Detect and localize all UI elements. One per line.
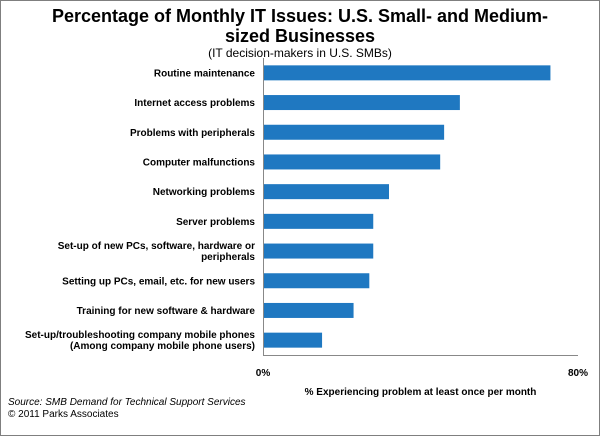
bar-8 (263, 302, 354, 318)
category-label-5: Server problems (176, 217, 255, 228)
bar-6 (263, 243, 374, 259)
chart-title: Percentage of Monthly IT Issues: U.S. Sm… (51, 6, 549, 46)
category-label-0: Routine maintenance (154, 68, 256, 79)
category-label-4: Networking problems (153, 187, 256, 198)
bar-9 (263, 332, 323, 348)
category-label-7: Setting up PCs, email, etc. for new user… (62, 276, 255, 287)
x-axis-ticks: 0% 80% (256, 368, 588, 379)
bar-1 (263, 95, 460, 111)
category-labels: Routine maintenance Internet access probl… (25, 68, 255, 352)
bar-0 (263, 65, 551, 81)
category-label-3: Computer malfunctions (143, 157, 256, 168)
bar-group (263, 65, 551, 348)
category-label-6: Set-up of new PCs, software, hardware or… (58, 241, 256, 263)
category-label-8: Training for new software & hardware (77, 306, 256, 317)
bar-3 (263, 154, 441, 170)
category-label-1: Internet access problems (134, 98, 255, 109)
bar-2 (263, 124, 445, 140)
bar-7 (263, 273, 370, 289)
category-label-9: Set-up/troubleshooting company mobile ph… (25, 330, 255, 352)
x-axis-title: % Experiencing problem at least once per… (305, 387, 537, 398)
copyright-note: © 2011 Parks Associates (8, 409, 119, 420)
bar-5 (263, 213, 374, 229)
bar-4 (263, 184, 389, 200)
x-tick-label-1: 80% (568, 368, 588, 379)
chart-subtitle: (IT decision-makers in U.S. SMBs) (208, 46, 392, 60)
category-label-2: Problems with peripherals (130, 128, 255, 139)
source-note: Source: SMB Demand for Technical Support… (8, 397, 246, 408)
x-tick-label-0: 0% (256, 368, 271, 379)
